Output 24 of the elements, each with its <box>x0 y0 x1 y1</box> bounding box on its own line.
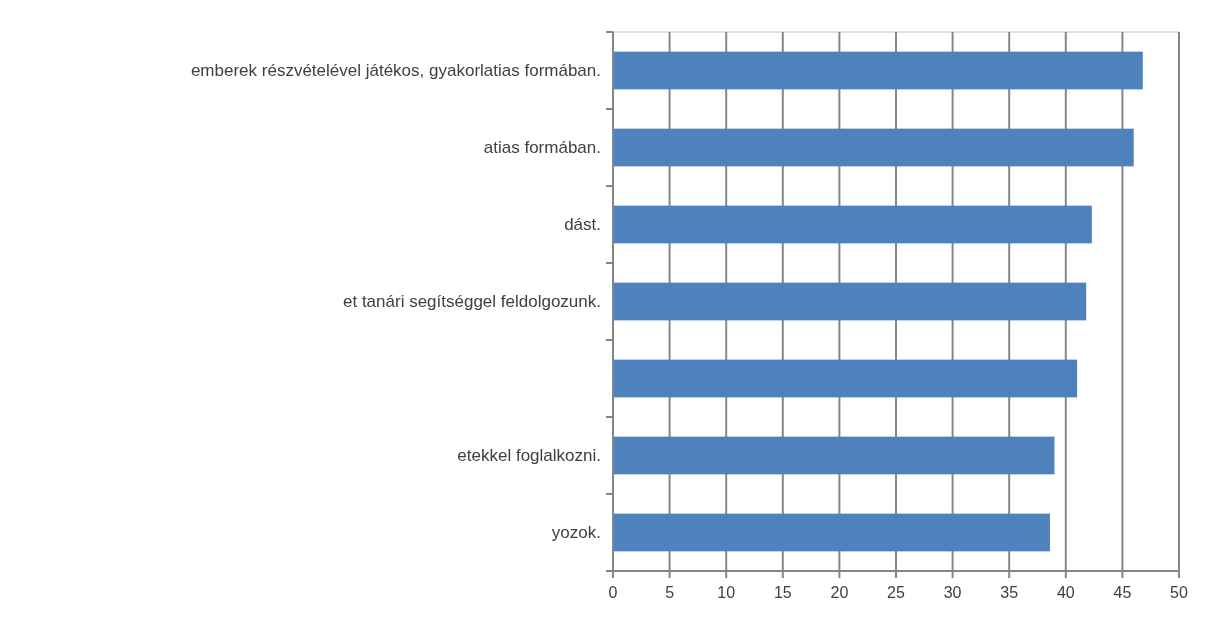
y-tick-label: emberek részvételével játékos, gyakorlatias formában. <box>190 60 601 80</box>
y-tick-label: dást. <box>564 214 601 234</box>
bar <box>613 513 1050 552</box>
x-tick-label: 25 <box>887 584 905 601</box>
bar <box>613 436 1055 475</box>
bar <box>613 205 1092 244</box>
x-tick-label: 35 <box>1000 584 1019 601</box>
y-tick-label: etekkel foglalkozni. <box>457 445 601 465</box>
x-tick-label: 50 <box>1170 584 1188 601</box>
y-tick-label: yozok. <box>551 522 601 542</box>
x-tick-label: 10 <box>717 584 736 601</box>
y-tick-label: atias formában. <box>483 137 601 157</box>
x-tick-label: 0 <box>608 584 618 601</box>
bar <box>613 359 1078 398</box>
bar <box>613 282 1087 321</box>
x-tick-label: 15 <box>773 584 792 601</box>
bar <box>613 128 1134 167</box>
x-tick-label: 5 <box>665 584 675 601</box>
x-tick-label: 40 <box>1056 584 1075 601</box>
y-tick-label: et tanári segítséggel feldolgozunk. <box>342 291 601 311</box>
x-tick-label: 30 <box>943 584 962 601</box>
x-tick-label: 20 <box>830 584 849 601</box>
bar <box>613 51 1143 90</box>
x-tick-label: 45 <box>1113 584 1132 601</box>
